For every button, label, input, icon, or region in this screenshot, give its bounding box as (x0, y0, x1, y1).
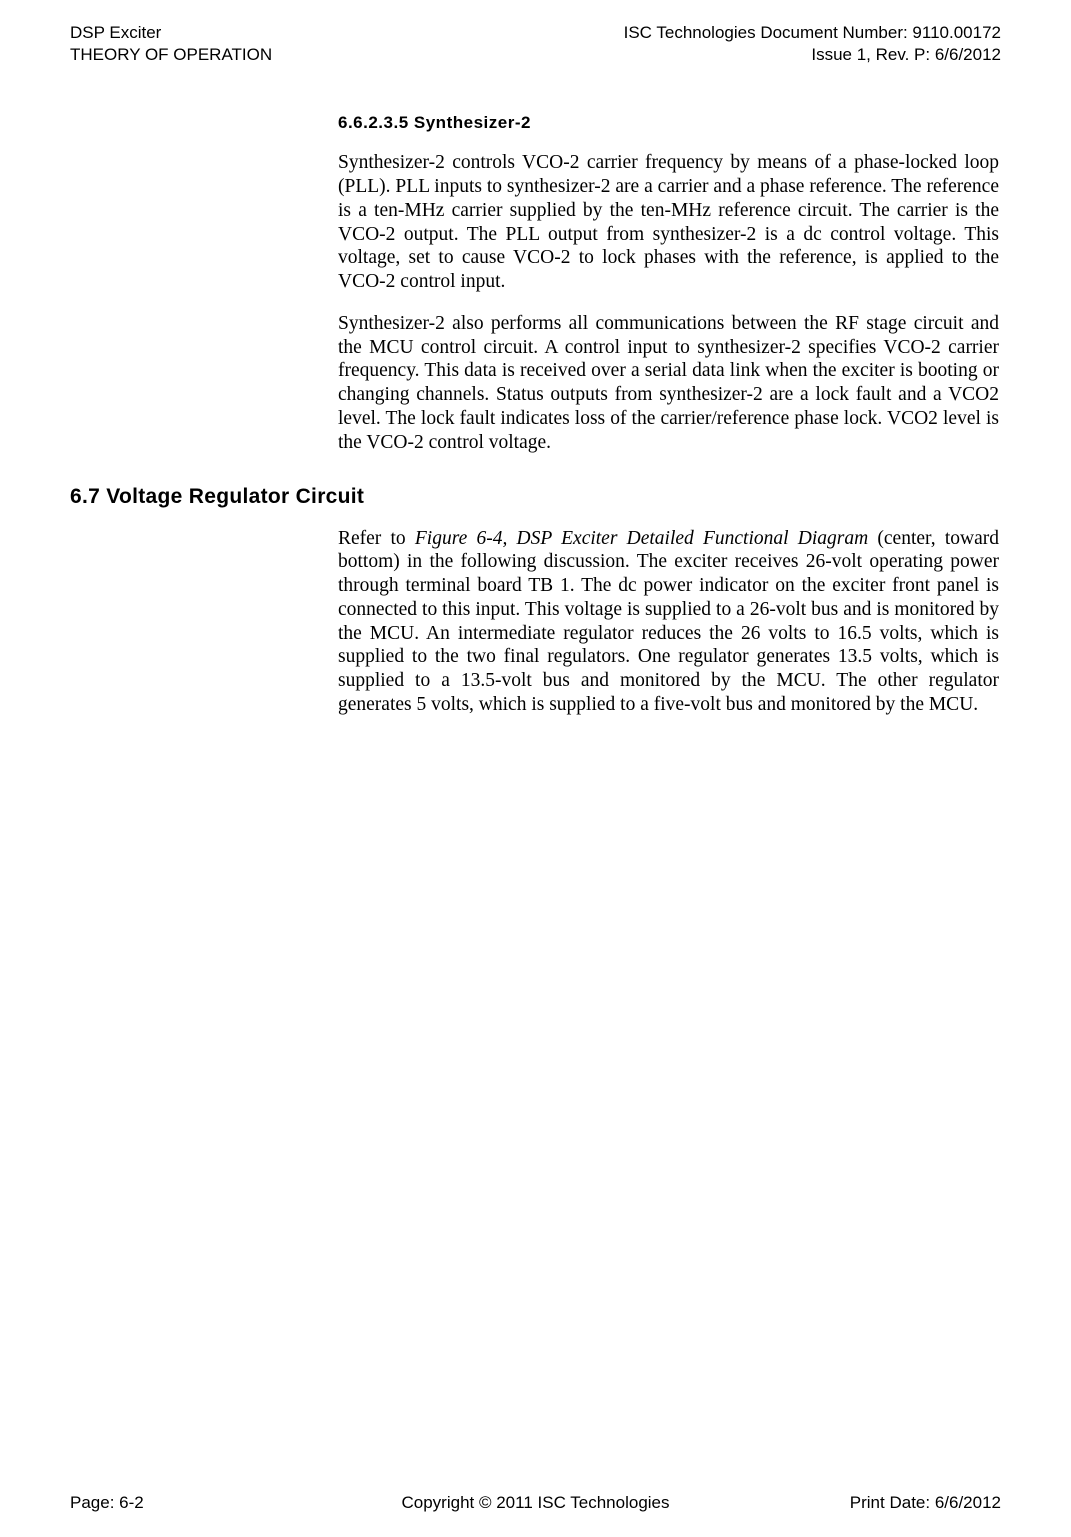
header-issue: Issue 1, Rev. P: 6/6/2012 (624, 44, 1001, 66)
page-header: DSP Exciter THEORY OF OPERATION ISC Tech… (70, 22, 1001, 66)
footer-printdate: Print Date: 6/6/2012 (850, 1493, 1001, 1513)
section-heading-synth2: 6.6.2.3.5 Synthesizer-2 (338, 113, 1001, 133)
figure-reference: Figure 6-4, DSP Exciter Detailed Functio… (415, 528, 868, 549)
header-title: DSP Exciter (70, 22, 272, 44)
page-container: DSP Exciter THEORY OF OPERATION ISC Tech… (0, 0, 1071, 1537)
para-voltreg-post: (center, toward bottom) in the following… (338, 528, 999, 715)
para-voltreg-pre: Refer to (338, 528, 415, 549)
para-synth2-2: Synthesizer-2 also performs all communic… (338, 312, 999, 455)
header-left: DSP Exciter THEORY OF OPERATION (70, 22, 272, 66)
page-content: 6.6.2.3.5 Synthesizer-2 Synthesizer-2 co… (70, 113, 1001, 717)
para-voltreg: Refer to Figure 6-4, DSP Exciter Detaile… (338, 527, 999, 717)
para-synth2-1: Synthesizer-2 controls VCO-2 carrier fre… (338, 151, 999, 294)
page-footer: Copyright © 2011 ISC Technologies Page: … (70, 1493, 1001, 1513)
header-subtitle: THEORY OF OPERATION (70, 44, 272, 66)
header-right: ISC Technologies Document Number: 9110.0… (624, 22, 1001, 66)
header-docnum: ISC Technologies Document Number: 9110.0… (624, 22, 1001, 44)
section-heading-voltreg: 6.7 Voltage Regulator Circuit (70, 485, 1001, 509)
